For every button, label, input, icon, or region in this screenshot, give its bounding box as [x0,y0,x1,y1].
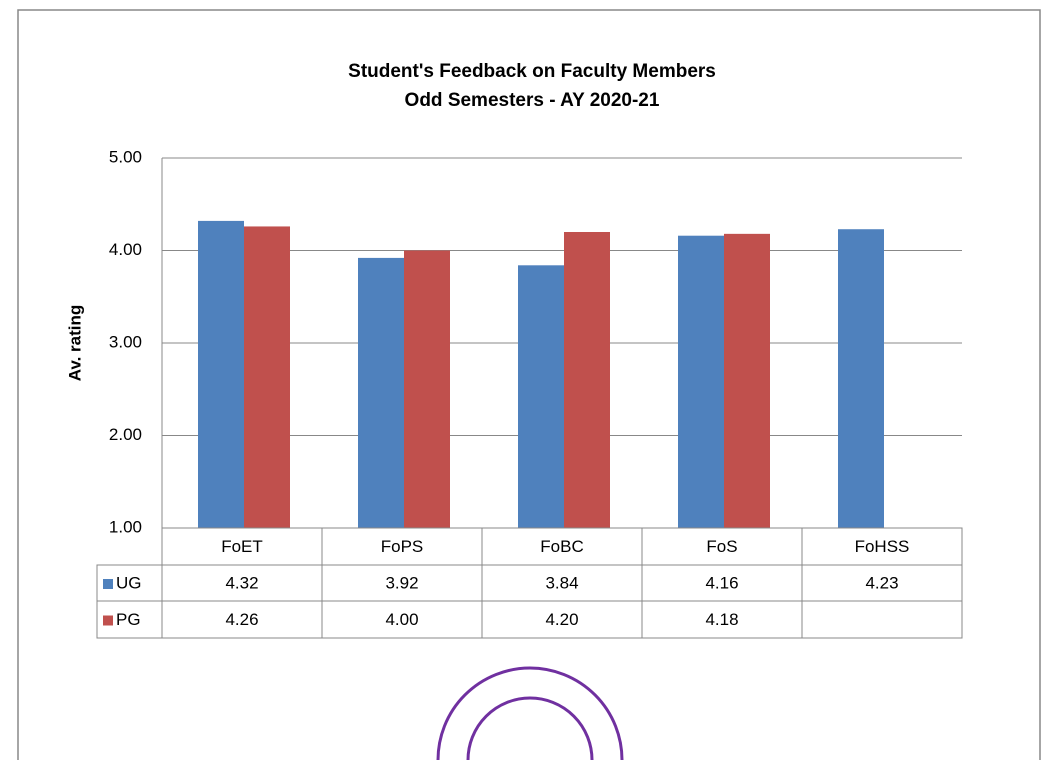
y-tick-label: 4.00 [109,240,142,259]
bar [198,220,244,528]
x-tick-label: FoS [706,537,737,556]
x-tick-label: FoBC [540,537,583,556]
bar [838,229,884,528]
y-tick-label: 2.00 [109,425,142,444]
data-label: 4.32 [225,573,258,592]
legend-label: UG [116,573,142,592]
bar [678,235,724,528]
seal [436,666,624,760]
seal-ring [466,696,594,760]
bar [518,265,564,528]
x-tick-label: FoPS [381,537,424,556]
y-tick-label: 1.00 [109,517,142,536]
bar [564,232,610,528]
data-label: 4.23 [865,573,898,592]
data-label: 4.00 [385,610,418,629]
data-label: 4.16 [705,573,738,592]
y-tick-label: 5.00 [109,147,142,166]
data-label: 3.92 [385,573,418,592]
legend-swatch [103,615,113,626]
data-label: 4.26 [225,610,258,629]
seal-ring [436,666,624,760]
data-label: 3.84 [545,573,578,592]
y-tick-label: 3.00 [109,332,142,351]
legend-swatch [103,579,113,589]
bar [404,250,450,528]
bar [244,226,290,528]
chart-title: Student's Feedback on Faculty Members [348,61,716,82]
y-axis-label: Av. rating [65,305,84,382]
x-tick-label: FoHSS [855,537,910,556]
x-tick-label: FoET [221,537,263,556]
legend-label: PG [116,610,141,629]
bar [724,233,770,528]
data-label: 4.20 [545,610,578,629]
data-label: 4.18 [705,610,738,629]
bar [358,257,404,528]
chart-subtitle: Odd Semesters - AY 2020-21 [405,90,660,111]
